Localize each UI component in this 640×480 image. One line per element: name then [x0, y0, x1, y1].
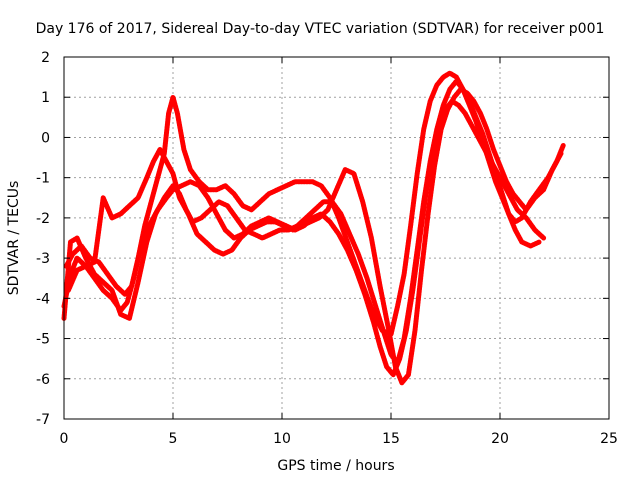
y-axis-label: SDTVAR / TECUs — [6, 181, 22, 296]
y-tick-label: 1 — [41, 90, 50, 106]
y-tick-label: -5 — [36, 332, 50, 348]
y-tick-label: -1 — [36, 171, 50, 187]
series-track-3 — [63, 70, 566, 337]
plot-area-frame — [63, 56, 610, 420]
y-tick-label: -4 — [36, 291, 50, 307]
series-track-4 — [65, 86, 564, 386]
y-tick-label: -2 — [36, 211, 50, 227]
y-tick-labels: 2 1 0 -1 -2 -3 -4 -5 -6 -7 — [36, 50, 50, 428]
x-tick-label: 20 — [491, 431, 509, 447]
tick-marks — [63, 56, 610, 420]
series-track-1 — [61, 98, 547, 378]
y-tick-label: 0 — [41, 130, 50, 146]
y-tick-label: -7 — [36, 412, 50, 428]
x-tick-label: 5 — [169, 431, 178, 447]
x-tick-labels: 0 5 10 15 20 25 — [60, 431, 618, 447]
x-tick-label: 10 — [273, 431, 291, 447]
y-tick-label: 2 — [41, 50, 50, 66]
x-tick-label: 15 — [382, 431, 400, 447]
chart-title: Day 176 of 2017, Sidereal Day-to-day VTE… — [36, 21, 605, 37]
x-tick-label: 25 — [600, 431, 618, 447]
y-tick-label: -3 — [36, 251, 50, 267]
y-tick-label: -6 — [36, 372, 50, 388]
data-traces — [61, 70, 566, 386]
x-tick-label: 0 — [60, 431, 69, 447]
x-axis-label: GPS time / hours — [277, 458, 394, 474]
